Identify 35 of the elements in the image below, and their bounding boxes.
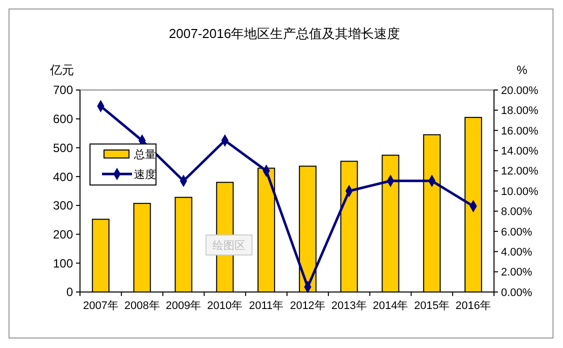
y2-axis-title: %	[516, 63, 528, 77]
chart-title: 2007-2016年地区生产总值及其增长速度	[168, 26, 400, 41]
y-tick-label: 700	[52, 83, 74, 98]
y-tick-label: 200	[52, 227, 74, 242]
y2-tick-label: 2.00%	[501, 266, 532, 279]
x-tick-label: 2013年	[331, 300, 367, 312]
y-axis-title: 亿元	[49, 63, 74, 77]
y2-tick-label: 0.00%	[501, 286, 532, 299]
y2-tick-label: 4.00%	[501, 246, 532, 258]
y-tick-label: 100	[52, 256, 74, 270]
x-tick-label: 2011年	[248, 300, 284, 312]
x-tick-label: 2008年	[124, 300, 160, 312]
y-tick-label: 0	[66, 285, 74, 300]
legend-label: 速度	[134, 168, 156, 181]
y2-tick-label: 12.00%	[501, 166, 539, 178]
x-tick-label: 2009年	[166, 300, 202, 312]
y-tick-label: 400	[52, 170, 74, 184]
x-tick-label: 2007年	[82, 300, 118, 312]
x-tick-label: 2010年	[207, 300, 243, 312]
legend-label: 总量	[133, 148, 156, 161]
y2-tick-label: 20.00%	[501, 84, 539, 97]
x-tick-label: 2015年	[414, 300, 450, 312]
y2-tick-label: 8.00%	[501, 206, 532, 218]
y2-tick-label: 16.00%	[501, 125, 539, 138]
y-tick-label: 500	[52, 140, 74, 155]
y-tick-label: 300	[52, 198, 74, 213]
y-tick-label: 600	[52, 112, 74, 126]
y2-tick-label: 14.00%	[501, 145, 539, 158]
y2-tick-label: 6.00%	[501, 226, 532, 238]
annotation: 绘图区	[212, 240, 246, 252]
x-tick-label: 2014年	[372, 300, 408, 312]
x-tick-label: 2016年	[456, 300, 492, 312]
y2-tick-label: 18.00%	[501, 105, 539, 118]
y2-tick-label: 10.00%	[501, 186, 539, 198]
x-tick-label: 2012年	[290, 300, 326, 312]
